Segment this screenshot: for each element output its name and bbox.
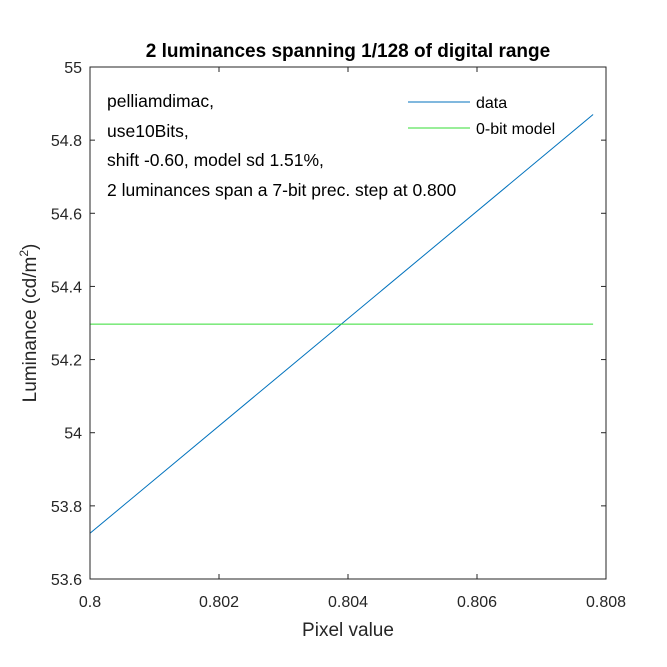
y-ticks: 53.6 53.8 54 54.2 54.4 54.6 54.8 55 — [51, 60, 606, 589]
annotation-line-2: use10Bits, — [107, 121, 189, 141]
y-tick-label: 54.6 — [51, 206, 82, 223]
y-axis-label-main: Luminance (cd/m — [20, 257, 41, 403]
x-tick-label: 0.808 — [586, 594, 626, 611]
annotation-block: pelliamdimac, use10Bits, shift -0.60, mo… — [107, 91, 457, 200]
x-tick-label: 0.8 — [79, 594, 101, 611]
annotation-line-1: pelliamdimac, — [107, 91, 214, 111]
x-ticks: 0.8 0.802 0.804 0.806 0.808 — [79, 67, 626, 611]
legend-label-data: data — [476, 95, 507, 112]
plot-background — [90, 67, 606, 579]
y-axis-label: Luminance (cd/m2) — [17, 244, 41, 403]
legend-label-model: 0-bit model — [476, 121, 555, 138]
y-tick-label: 55 — [64, 60, 82, 77]
legend: data 0-bit model — [408, 95, 555, 138]
y-tick-label: 54 — [64, 426, 82, 443]
annotation-line-4: 2 luminances span a 7-bit prec. step at … — [107, 180, 457, 200]
chart-title: 2 luminances spanning 1/128 of digital r… — [146, 41, 550, 62]
series-layer — [89, 114, 594, 534]
x-tick-label: 0.802 — [199, 594, 239, 611]
annotation-line-3: shift -0.60, model sd 1.51%, — [107, 150, 324, 170]
y-tick-label: 53.6 — [51, 572, 82, 589]
y-tick-label: 54.8 — [51, 133, 82, 150]
y-axis-label-end: ) — [20, 244, 41, 250]
x-axis-label: Pixel value — [302, 620, 394, 641]
y-axis-label-superscript: 2 — [17, 250, 31, 257]
x-tick-label: 0.806 — [457, 594, 497, 611]
y-tick-label: 54.2 — [51, 353, 82, 370]
y-tick-label: 54.4 — [51, 279, 82, 296]
x-tick-label: 0.804 — [328, 594, 368, 611]
y-tick-label: 53.8 — [51, 499, 82, 516]
